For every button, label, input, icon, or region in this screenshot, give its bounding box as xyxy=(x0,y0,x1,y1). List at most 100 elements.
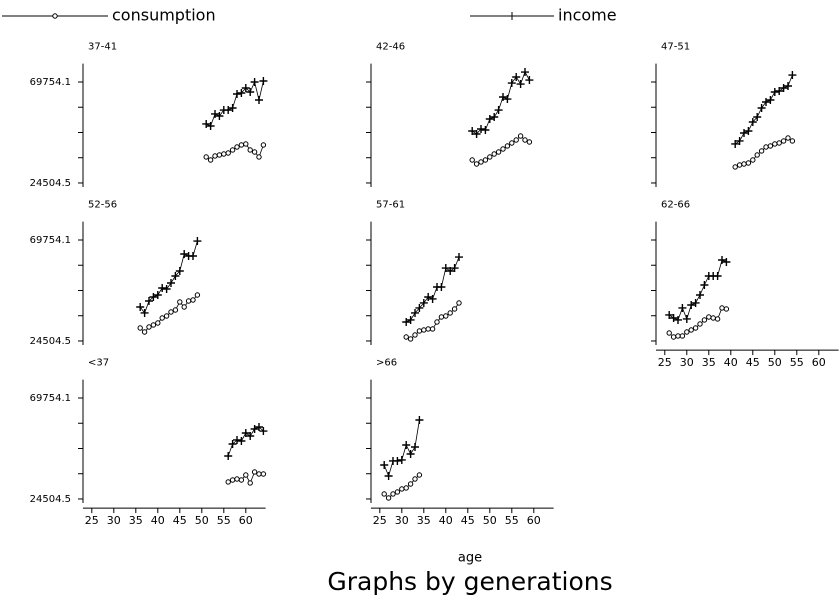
x-tick-label: 35 xyxy=(702,356,716,369)
consumption-marker xyxy=(517,133,524,139)
consumption-marker xyxy=(478,159,484,165)
consumption-marker xyxy=(714,316,721,322)
consumption-marker xyxy=(443,313,449,319)
income-marker xyxy=(455,253,463,262)
consumption-marker xyxy=(487,154,493,160)
consumption-marker xyxy=(141,329,148,335)
consumption-marker xyxy=(155,320,161,326)
consumption-marker xyxy=(772,141,778,147)
x-tick-label: 25 xyxy=(658,356,672,369)
x-tick-label: 30 xyxy=(107,514,121,527)
income-marker xyxy=(250,78,259,87)
consumption-marker xyxy=(684,329,690,335)
x-tick-label: 45 xyxy=(461,514,475,527)
income-marker xyxy=(406,449,415,458)
panel-title: 52-56 xyxy=(88,200,117,211)
income-marker xyxy=(233,89,241,98)
income-marker xyxy=(766,95,775,104)
x-tick-label: 60 xyxy=(239,514,253,527)
income-marker xyxy=(153,290,162,299)
income-marker xyxy=(167,279,175,288)
income-marker xyxy=(259,427,268,436)
consumption-marker xyxy=(394,489,401,495)
income-marker xyxy=(762,98,770,107)
consumption-marker xyxy=(745,160,752,166)
legend-label: income xyxy=(558,6,617,25)
consumption-marker xyxy=(234,476,240,482)
x-tick-label: 40 xyxy=(439,514,453,527)
consumption-marker xyxy=(403,485,409,491)
consumption-marker xyxy=(429,326,436,332)
income-marker xyxy=(494,106,503,115)
income-marker xyxy=(516,80,525,89)
consumption-marker xyxy=(438,314,445,320)
consumption-marker xyxy=(666,330,672,336)
consumption-marker xyxy=(732,164,738,170)
y-tick-label: 69754.1 xyxy=(30,235,71,246)
income-marker xyxy=(521,68,529,77)
consumption-marker xyxy=(181,304,187,310)
income-marker xyxy=(237,89,246,98)
consumption-marker xyxy=(194,292,201,298)
income-marker xyxy=(696,290,704,299)
consumption-marker xyxy=(403,334,409,340)
income-marker xyxy=(246,432,255,441)
income-marker xyxy=(397,455,406,464)
consumption-marker xyxy=(482,157,489,163)
consumption-marker xyxy=(473,161,480,167)
income-marker xyxy=(428,294,437,303)
x-tick-label: 25 xyxy=(373,514,387,527)
panel-title: 37-41 xyxy=(88,42,117,53)
income-marker xyxy=(722,258,731,267)
income-marker xyxy=(228,440,237,448)
income-marker xyxy=(687,300,696,309)
consumption-marker xyxy=(412,332,418,338)
consumption-marker xyxy=(451,306,458,312)
y-tick-label: 24504.5 xyxy=(30,494,71,505)
income-marker xyxy=(215,111,224,120)
income-marker xyxy=(713,272,722,281)
income-marker xyxy=(171,272,180,281)
income-marker xyxy=(477,125,485,134)
income-marker xyxy=(446,267,455,276)
legend-label: consumption xyxy=(112,6,216,25)
income-marker xyxy=(748,117,757,126)
consumption-marker xyxy=(421,327,427,333)
y-tick-label: 24504.5 xyxy=(30,336,71,347)
consumption-marker xyxy=(780,138,787,144)
consumption-marker xyxy=(754,152,760,158)
consumption-marker xyxy=(750,157,756,163)
x-tick-label: 50 xyxy=(195,514,209,527)
income-marker xyxy=(507,79,516,88)
consumption-marker xyxy=(763,144,769,150)
income-marker xyxy=(472,130,481,139)
panel-title: 42-46 xyxy=(376,42,405,53)
consumption-marker xyxy=(256,471,262,477)
x-tick-label: 30 xyxy=(680,356,694,369)
x-tick-label: 25 xyxy=(85,514,99,527)
panel-title: 57-61 xyxy=(376,200,405,211)
panel-title: 47-51 xyxy=(661,42,690,53)
consumption-marker xyxy=(216,152,223,158)
income-line xyxy=(383,419,420,478)
income-marker xyxy=(158,284,167,293)
income-marker xyxy=(411,308,419,317)
income-marker xyxy=(189,252,197,261)
income-marker xyxy=(406,315,415,324)
income-marker xyxy=(450,264,459,273)
panel-title: >66 xyxy=(376,358,397,369)
income-marker xyxy=(485,115,494,124)
x-tick-label: 60 xyxy=(812,356,826,369)
income-marker xyxy=(255,422,263,431)
consumption-marker xyxy=(425,326,431,332)
consumption-marker xyxy=(688,327,694,333)
income-marker xyxy=(162,284,171,293)
consumption-marker xyxy=(469,157,475,163)
income-marker xyxy=(731,139,740,148)
x-axis-label: age xyxy=(458,551,482,566)
panel-title: 62-66 xyxy=(661,200,690,211)
income-marker xyxy=(415,416,424,425)
income-marker xyxy=(665,310,674,319)
income-marker xyxy=(525,76,534,85)
consumption-marker xyxy=(785,135,791,141)
